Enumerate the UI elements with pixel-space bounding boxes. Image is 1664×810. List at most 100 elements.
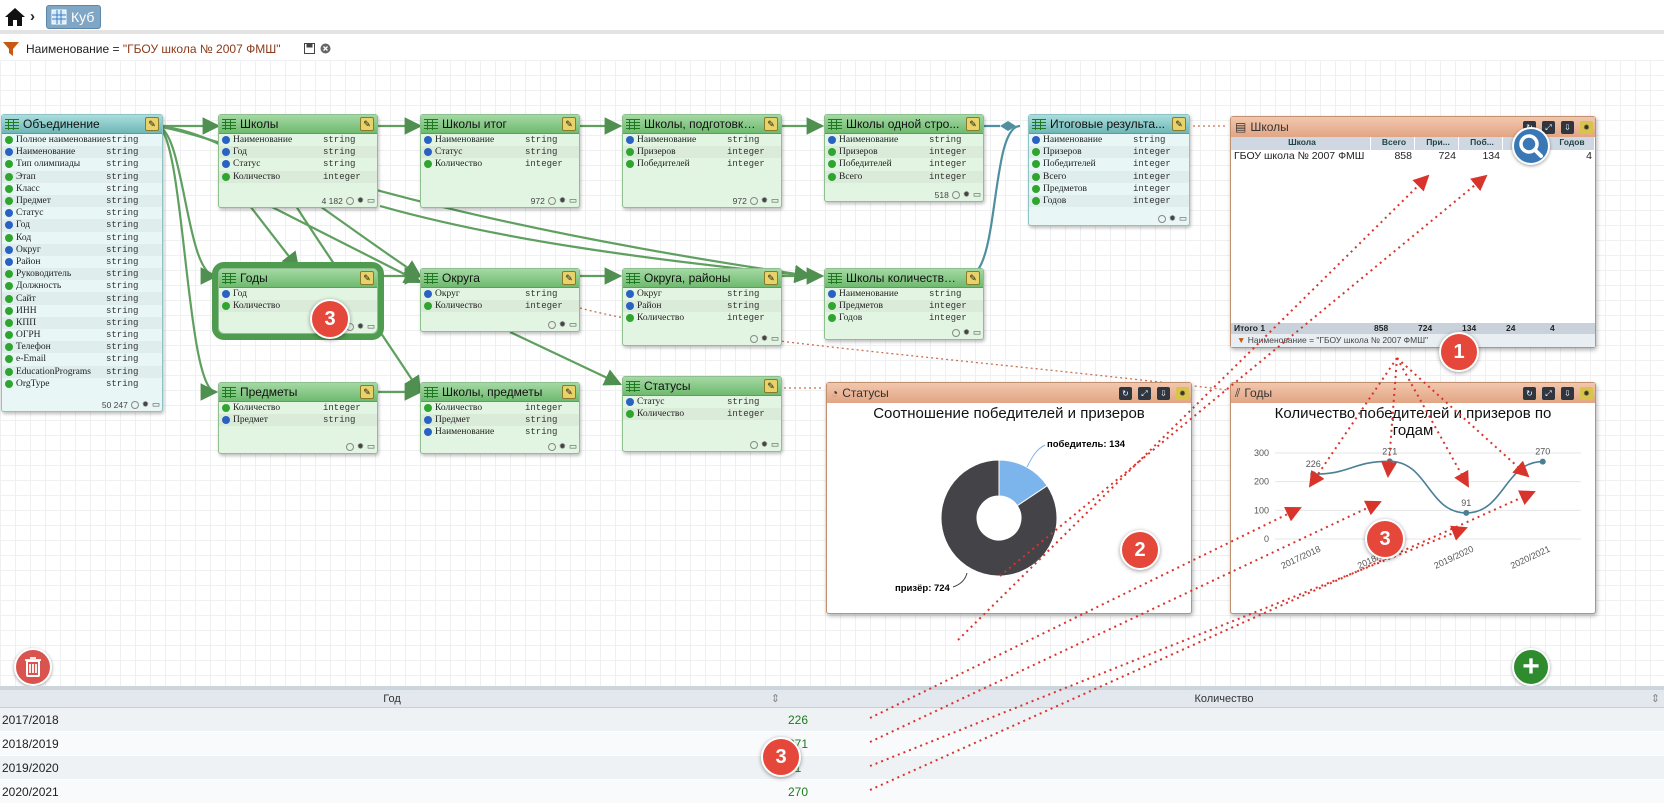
edit-icon[interactable]: ✎ [764, 271, 778, 285]
comment-icon[interactable]: ▭ [366, 441, 375, 451]
expand-icon[interactable]: ⤢ [1542, 386, 1555, 400]
field-row[interactable]: Наименование string [421, 426, 579, 438]
info-icon[interactable] [345, 442, 354, 451]
add-button[interactable]: + [1512, 648, 1550, 686]
info-icon[interactable] [1157, 214, 1166, 223]
field-row[interactable]: Код string [2, 232, 162, 244]
table-row[interactable]: 2020/2021 270 [0, 780, 1664, 804]
edit-icon[interactable]: ✎ [562, 117, 576, 131]
field-row[interactable]: ОГРН string [2, 329, 162, 341]
field-row[interactable]: Округ string [623, 288, 781, 300]
save-filter-icon[interactable] [304, 43, 315, 54]
delete-button[interactable] [14, 648, 52, 686]
expand-icon[interactable]: ⤢ [1138, 386, 1151, 400]
node-schools[interactable]: Школы ✎ Наименование string Год string Статус… [218, 114, 378, 208]
field-row[interactable]: Годов integer [1029, 195, 1189, 207]
field-row[interactable]: OrgType string [2, 378, 162, 390]
download-icon[interactable]: ⇩ [1561, 120, 1574, 134]
info-icon[interactable] [547, 196, 556, 205]
settings-icon[interactable]: ✹ [760, 333, 768, 343]
node-schools-total[interactable]: Школы итог ✎ Наименование string Статус stri… [420, 114, 580, 208]
field-row[interactable]: Район string [2, 256, 162, 268]
info-icon[interactable] [951, 190, 960, 199]
data-point[interactable] [1310, 471, 1317, 478]
expand-icon[interactable]: ⤢ [1542, 120, 1555, 134]
edit-icon[interactable]: ✎ [360, 271, 374, 285]
node-districts-regions[interactable]: Округа, районы ✎ Округ string Район string Ко… [622, 268, 782, 346]
edit-icon[interactable]: ✎ [562, 385, 576, 399]
node-schools-one-row[interactable]: Школы одной стро... ✎ Наименование string П… [824, 114, 984, 202]
field-row[interactable]: Победителей integer [825, 158, 983, 170]
field-row[interactable]: Количество integer [421, 300, 579, 312]
field-row[interactable]: Количество integer [623, 312, 781, 324]
field-row[interactable]: Количество integer [421, 402, 579, 414]
refresh-icon[interactable]: ↻ [1119, 386, 1132, 400]
comment-icon[interactable]: ▭ [366, 321, 375, 331]
field-row[interactable]: Годов integer [825, 312, 983, 324]
field-row[interactable]: Статус string [2, 207, 162, 219]
field-row[interactable]: Предмет string [421, 414, 579, 426]
field-row[interactable]: Всего integer [1029, 171, 1189, 183]
field-row[interactable]: Предмет string [219, 414, 377, 426]
field-row[interactable]: Год [219, 288, 377, 300]
field-row[interactable]: Сайт string [2, 292, 162, 304]
field-row[interactable]: Призеров integer [623, 146, 781, 158]
settings-icon[interactable]: ✹ [558, 319, 566, 329]
settings-icon[interactable]: ✹ [356, 195, 364, 205]
col-prize[interactable]: При... [1415, 137, 1459, 150]
search-button[interactable] [1512, 127, 1550, 165]
field-row[interactable]: Количествоer [219, 300, 377, 312]
field-row[interactable]: Руководитель string [2, 268, 162, 280]
download-icon[interactable]: ⇩ [1561, 386, 1574, 400]
info-icon[interactable] [749, 196, 758, 205]
home-icon[interactable] [4, 6, 26, 28]
node-schools-subjects[interactable]: Школы, предметы ✎ Количество integer Предме… [420, 382, 580, 454]
node-subjects[interactable]: Предметы ✎ Количество integer Предмет string… [218, 382, 378, 454]
edit-icon[interactable]: ✎ [764, 379, 778, 393]
edit-icon[interactable]: ✎ [966, 117, 980, 131]
filter-icon[interactable] [3, 42, 19, 56]
field-row[interactable]: Статус string [219, 158, 377, 170]
field-row[interactable]: Округ string [421, 288, 579, 300]
settings-icon[interactable]: ✹ [962, 189, 970, 199]
breadcrumb-cube-button[interactable]: Куб [46, 5, 102, 29]
settings-icon[interactable]: ✹ [558, 195, 566, 205]
comment-icon[interactable]: ▭ [770, 195, 779, 205]
info-icon[interactable] [547, 442, 556, 451]
field-row[interactable]: e-Email string [2, 353, 162, 365]
comment-icon[interactable]: ▭ [568, 319, 577, 329]
comment-icon[interactable]: ▭ [568, 195, 577, 205]
settings-icon[interactable]: ✹ [760, 195, 768, 205]
field-row[interactable]: Должность string [2, 280, 162, 292]
field-row[interactable]: Предметов integer [825, 300, 983, 312]
edit-icon[interactable]: ✎ [360, 385, 374, 399]
clear-filter-icon[interactable] [320, 43, 331, 54]
settings-icon[interactable]: ✹ [1580, 120, 1593, 134]
field-row[interactable]: Наименование string [219, 134, 377, 146]
comment-icon[interactable]: ▭ [366, 195, 375, 205]
sort-icon[interactable]: ⇕ [1650, 693, 1660, 705]
field-row[interactable]: Количество integer [219, 402, 377, 414]
field-row[interactable]: Победителей integer [623, 158, 781, 170]
field-row[interactable]: Год string [219, 146, 377, 158]
settings-icon[interactable]: ✹ [1580, 386, 1593, 400]
node-districts[interactable]: Округа ✎ Округ string Количество integer ✹ ▭ [420, 268, 580, 332]
settings-icon[interactable]: ✹ [1176, 386, 1189, 400]
grid-col-count[interactable]: Количество ⇕ [784, 690, 1664, 707]
status-chart-panel[interactable]: ◔ Статусы ↻ ⤢ ⇩ ✹ Соотношение победителей и п… [826, 382, 1192, 614]
field-row[interactable]: Статус string [421, 146, 579, 158]
edit-icon[interactable]: ✎ [360, 117, 374, 131]
col-total[interactable]: Всего [1371, 137, 1415, 150]
comment-icon[interactable]: ▭ [1178, 213, 1187, 223]
field-row[interactable]: Всего integer [825, 171, 983, 183]
field-row[interactable]: КПП string [2, 317, 162, 329]
data-point[interactable] [1386, 458, 1393, 465]
data-point[interactable] [1539, 458, 1546, 465]
sort-icon[interactable]: ⇕ [770, 693, 780, 705]
table-row[interactable]: 2019/202091 [0, 756, 1664, 780]
info-icon[interactable] [547, 320, 556, 329]
comment-icon[interactable]: ▭ [770, 333, 779, 343]
comment-icon[interactable]: ▭ [151, 399, 160, 409]
table-row[interactable]: 2018/2019 271 [0, 732, 1664, 756]
field-row[interactable]: Наименование string [825, 134, 983, 146]
